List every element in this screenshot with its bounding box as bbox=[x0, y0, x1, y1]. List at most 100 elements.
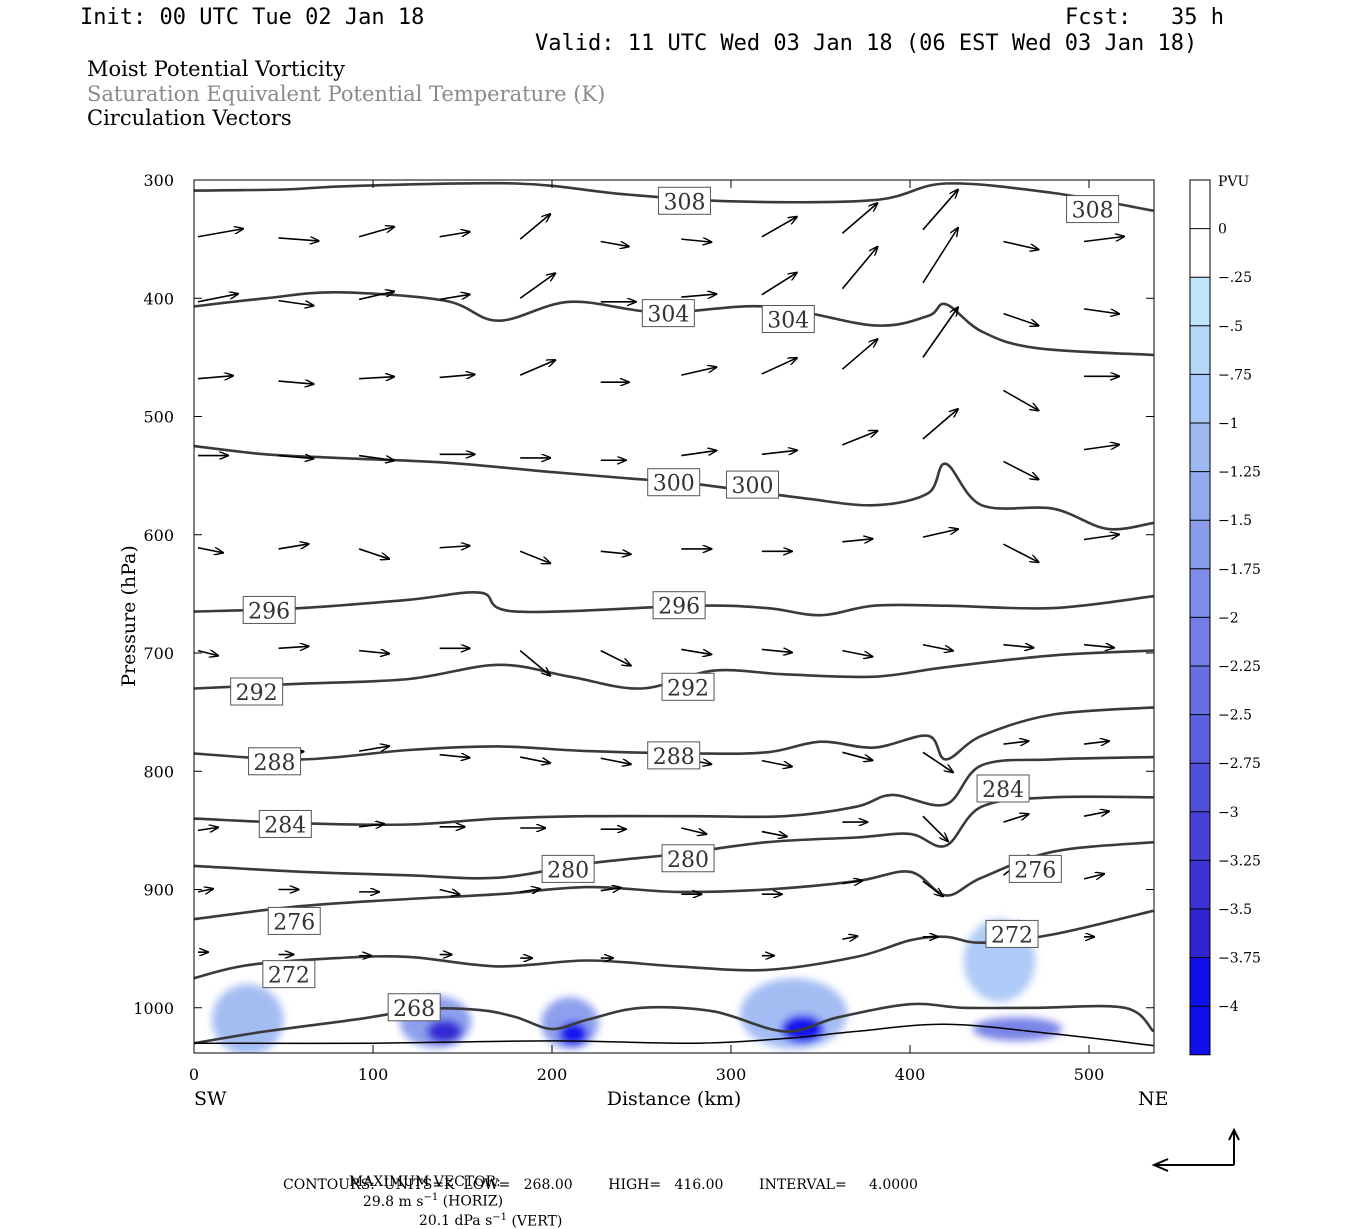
circulation-vector bbox=[358, 454, 394, 461]
contour-label-292: 292 bbox=[661, 672, 715, 701]
circulation-vector bbox=[1083, 534, 1119, 541]
colorbar-segment bbox=[1190, 228, 1210, 278]
contour-label-280: 280 bbox=[661, 844, 715, 873]
contour-label-box bbox=[647, 741, 701, 770]
contour-label-box bbox=[661, 844, 715, 873]
colorbar-segment bbox=[1190, 714, 1210, 764]
circulation-vector bbox=[600, 649, 631, 666]
pv-region bbox=[426, 1019, 463, 1044]
x-axis-title: Distance (km) bbox=[607, 1088, 742, 1110]
circulation-vector bbox=[842, 431, 877, 446]
circulation-vector bbox=[359, 651, 389, 654]
vert-suffix: (VERT) bbox=[507, 1213, 563, 1229]
contour-label-box bbox=[541, 854, 595, 883]
circulation-vector bbox=[600, 888, 621, 891]
contour-label-box bbox=[976, 774, 1030, 803]
contour-label-268: 268 bbox=[387, 993, 441, 1022]
circulation-vector bbox=[1003, 389, 1039, 410]
contour-label-box bbox=[985, 919, 1039, 948]
colorbar-label: −3.5 bbox=[1218, 902, 1252, 918]
colorbar-segment bbox=[1190, 909, 1210, 958]
contour-label-308: 308 bbox=[1066, 195, 1120, 224]
circulation-vector bbox=[842, 936, 857, 939]
circulation-vector bbox=[439, 546, 470, 548]
contour-label-300: 300 bbox=[725, 470, 779, 499]
x-tick-label: 300 bbox=[716, 1065, 747, 1084]
circulation-vector bbox=[439, 232, 470, 238]
circulation-vectors bbox=[197, 190, 1124, 958]
circulation-vector bbox=[197, 889, 213, 892]
contour-label-text: 268 bbox=[393, 997, 435, 1022]
x-axis: 0 100 200 300 400 500 bbox=[189, 180, 1104, 1084]
contour-label-276: 276 bbox=[1008, 854, 1062, 883]
colorbar-segment bbox=[1190, 860, 1210, 909]
contour-label-text: 296 bbox=[658, 595, 700, 620]
circulation-vector bbox=[520, 756, 550, 763]
circulation-vector bbox=[922, 880, 943, 896]
circulation-vector bbox=[600, 551, 631, 554]
circulation-vector bbox=[842, 649, 872, 657]
circulation-vector bbox=[761, 358, 797, 375]
circulation-vector bbox=[922, 409, 958, 440]
contour-label-box bbox=[242, 595, 296, 624]
colorbar-label: 0 bbox=[1218, 222, 1227, 238]
valid-time: Valid: 11 UTC Wed 03 Jan 18 (06 EST Wed … bbox=[535, 31, 1198, 56]
contour-label-box bbox=[248, 747, 302, 776]
circulation-vector bbox=[922, 643, 953, 651]
y-tick-label: 400 bbox=[143, 289, 174, 308]
contour-label-296: 296 bbox=[242, 595, 296, 624]
contour-info: CONTOURS: UNITS=K LOW= 268.00 HIGH= 416.… bbox=[283, 1177, 918, 1193]
circulation-vector bbox=[1083, 308, 1119, 314]
init-time: Init: 00 UTC Tue 02 Jan 18 bbox=[80, 5, 425, 30]
circulation-vector bbox=[197, 651, 218, 656]
circulation-vector bbox=[922, 307, 958, 358]
colorbar-label: −3.75 bbox=[1218, 951, 1261, 967]
colorbar-label: −1.25 bbox=[1218, 465, 1261, 481]
circulation-vector bbox=[1003, 645, 1034, 648]
max-vector-line: MAXIMUM VECTOR: 29.8 m s−1 (HORIZ) 20.1 … bbox=[340, 1158, 562, 1229]
contour-label-box bbox=[262, 960, 316, 989]
colorbar-segment bbox=[1190, 520, 1210, 569]
contour-label-284: 284 bbox=[976, 774, 1030, 803]
x-tick-label: 200 bbox=[537, 1065, 568, 1084]
max-horiz: 29.8 m s bbox=[362, 1193, 424, 1210]
circulation-vector bbox=[681, 239, 711, 242]
circulation-vector bbox=[519, 550, 550, 563]
ne-end-label: NE bbox=[1138, 1088, 1169, 1110]
circulation-vector bbox=[841, 339, 877, 370]
circulation-vector bbox=[681, 367, 716, 376]
contour-label-272: 272 bbox=[262, 960, 316, 989]
circulation-vector bbox=[842, 881, 862, 884]
theta-e-contour-276 bbox=[194, 840, 1154, 921]
circulation-vector bbox=[439, 374, 475, 377]
circulation-vector bbox=[519, 214, 550, 240]
contour-label-box bbox=[230, 677, 284, 706]
circulation-vector bbox=[761, 450, 797, 454]
circulation-vector bbox=[761, 759, 792, 767]
colorbar-segment bbox=[1190, 325, 1210, 375]
colorbar-segment bbox=[1190, 1006, 1210, 1055]
max-vert: 20.1 dPa s bbox=[418, 1213, 493, 1229]
circulation-vector bbox=[197, 827, 218, 830]
contour-label-box bbox=[647, 468, 701, 497]
contour-label-280: 280 bbox=[541, 854, 595, 883]
circulation-vector bbox=[278, 381, 314, 384]
y-tick-label: 900 bbox=[143, 881, 174, 900]
contour-label-292: 292 bbox=[230, 677, 284, 706]
x-tick-label: 0 bbox=[189, 1065, 199, 1084]
circulation-vector bbox=[197, 546, 223, 553]
circulation-vector bbox=[681, 294, 716, 297]
field-label-mpv: Moist Potential Vorticity bbox=[87, 57, 345, 81]
circulation-vector bbox=[197, 294, 238, 303]
y-tick-label: 600 bbox=[143, 526, 174, 545]
contour-label-text: 288 bbox=[653, 745, 695, 770]
circulation-vector bbox=[278, 456, 314, 459]
circulation-vector bbox=[439, 890, 460, 895]
colorbar-label: −4 bbox=[1218, 999, 1239, 1015]
theta-e-contour-284 bbox=[194, 755, 1154, 827]
theta-e-contour-280 bbox=[194, 795, 1154, 880]
colorbar-label: −2 bbox=[1218, 610, 1239, 626]
contour-label-box bbox=[657, 186, 711, 215]
circulation-vector bbox=[681, 451, 716, 457]
circulation-vector bbox=[1083, 741, 1109, 744]
